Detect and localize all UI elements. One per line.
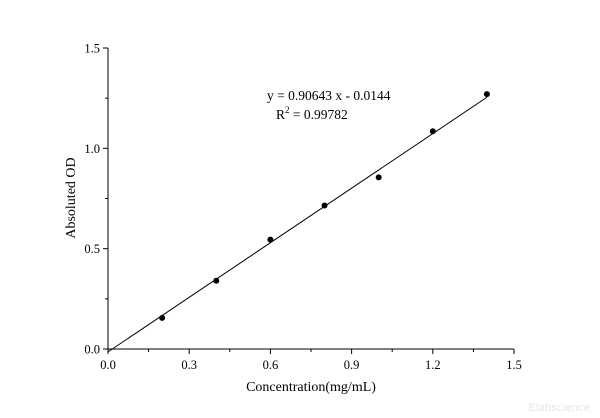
r-squared-letter: R [276, 107, 285, 122]
data-point [375, 174, 382, 181]
regression-line [107, 96, 488, 353]
y-axis-ticks: 0.0 0.5 1.0 1.5 [84, 42, 108, 357]
data-point [321, 202, 328, 209]
data-point [159, 314, 166, 321]
r-squared-value: = 0.99782 [290, 107, 348, 122]
data-point [267, 236, 274, 243]
x-tick-label: 1.2 [425, 358, 441, 372]
y-axis-label: Absoluted OD [64, 157, 79, 238]
r-squared-label: R2 = 0.99782 [276, 105, 348, 122]
equation-label: y = 0.90643 x - 0.0144 [267, 88, 391, 103]
y-tick-label: 1.5 [84, 42, 100, 56]
r-squared-superscript: 2 [285, 105, 290, 115]
x-tick-label: 1.5 [506, 358, 522, 372]
x-axis-ticks: 0.0 0.3 0.6 0.9 1.2 1.5 [100, 349, 522, 372]
x-axis-label: Concentration(mg/mL) [246, 380, 376, 395]
watermark-logo: Elabscience [528, 402, 590, 414]
x-tick-label: 0.0 [100, 358, 116, 372]
data-points [159, 91, 490, 321]
regression-line-group [107, 96, 488, 353]
data-point [429, 128, 436, 135]
x-tick-label: 0.9 [344, 358, 360, 372]
y-tick-label: 0.5 [84, 242, 100, 256]
data-point [483, 91, 490, 98]
y-tick-label: 0.0 [84, 343, 100, 357]
x-tick-label: 0.6 [263, 358, 279, 372]
x-tick-label: 0.3 [181, 358, 197, 372]
data-point [213, 277, 220, 284]
y-tick-label: 1.0 [84, 142, 100, 156]
